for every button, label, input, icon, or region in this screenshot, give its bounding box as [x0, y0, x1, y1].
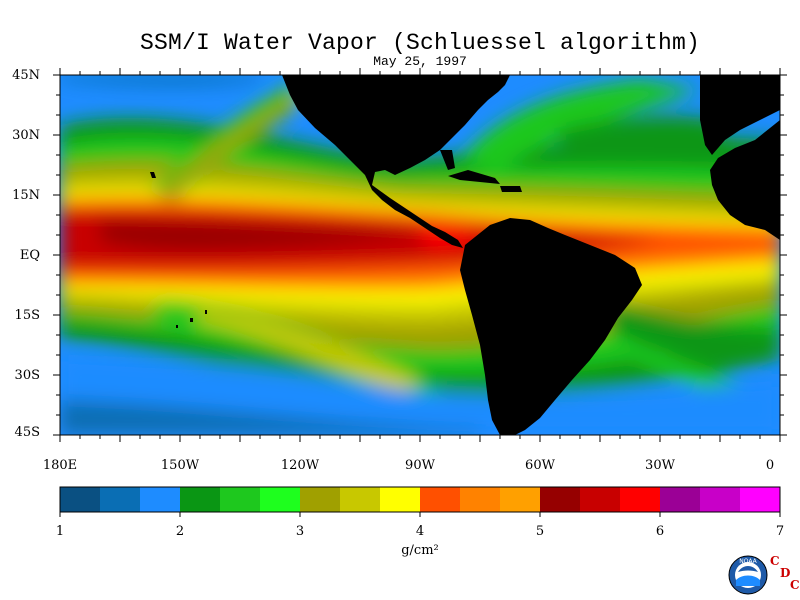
colorbar-tick-3: 3: [295, 524, 305, 539]
colorbar-swatch: [620, 487, 661, 512]
lon-label-90w: 90W: [405, 458, 435, 473]
colorbar-swatch: [420, 487, 461, 512]
lat-label-15s: 15S: [14, 308, 40, 323]
colorbar-swatch: [740, 487, 781, 512]
colorbar-swatch: [220, 487, 261, 512]
map-field: [60, 75, 780, 435]
lat-label-30n: 30N: [12, 128, 40, 143]
colorbar-frame: [59, 486, 781, 513]
lat-label-45s: 45S: [14, 425, 40, 440]
colorbar-swatch: [340, 487, 381, 512]
lon-label-150w: 150W: [160, 458, 200, 473]
hispaniola: [500, 186, 522, 192]
map-date: May 25, 1997: [373, 54, 467, 69]
south-america: [460, 218, 642, 435]
florida: [440, 150, 455, 170]
colorbar-swatch: [500, 487, 541, 512]
pacific-islands: [176, 310, 207, 328]
colorbar-swatch: [540, 487, 581, 512]
colorbar-tick-4: 4: [415, 524, 425, 539]
colorbar-tick-2: 2: [175, 524, 185, 539]
cdc-letter-c1: C: [770, 554, 780, 568]
lat-label-45n: 45N: [12, 68, 40, 83]
hawaii: [150, 172, 156, 178]
cdc-letter-c2: C: [790, 578, 800, 592]
noaa-logo: NOAA: [728, 555, 768, 595]
north-america: [282, 75, 510, 248]
land-masses: [150, 75, 780, 435]
cuba: [448, 170, 500, 184]
colorbar-swatch: [700, 487, 741, 512]
colorbar-tick-5: 5: [535, 524, 545, 539]
noaa-logo-text: NOAA: [739, 558, 757, 565]
colorbar-swatch: [580, 487, 621, 512]
lon-label-30w: 30W: [645, 458, 675, 473]
colorbar-unit-label: g/cm²: [401, 543, 439, 558]
colorbar-swatch: [460, 487, 501, 512]
colorbar-swatch: [300, 487, 341, 512]
cdc-logo: C D C: [768, 554, 800, 594]
colorbar-swatch: [260, 487, 301, 512]
lat-label-30s: 30S: [14, 368, 40, 383]
colorbar-swatch: [660, 487, 701, 512]
colorbar-tick-1: 1: [55, 524, 65, 539]
lat-label-eq: EQ: [19, 248, 40, 263]
lon-label-180e: 180E: [42, 458, 78, 473]
colorbar-tick-7: 7: [775, 524, 785, 539]
map-title: SSM/I Water Vapor (Schluessel algorithm): [139, 30, 701, 56]
map-ticks: [53, 68, 787, 442]
colorbar-tick-6: 6: [655, 524, 665, 539]
greenland-europe: [700, 75, 780, 155]
lon-label-0: 0: [765, 458, 775, 473]
colorbar-swatch: [380, 487, 421, 512]
lon-label-120w: 120W: [280, 458, 320, 473]
cdc-letter-d: D: [780, 566, 791, 580]
africa: [710, 120, 780, 240]
lat-label-15n: 15N: [12, 188, 40, 203]
colorbar-swatch: [180, 487, 221, 512]
colorbar-swatch: [100, 487, 141, 512]
lon-label-60w: 60W: [525, 458, 555, 473]
colorbar: [59, 487, 781, 517]
colorbar-swatch: [140, 487, 181, 512]
colorbar-swatch: [60, 487, 101, 512]
